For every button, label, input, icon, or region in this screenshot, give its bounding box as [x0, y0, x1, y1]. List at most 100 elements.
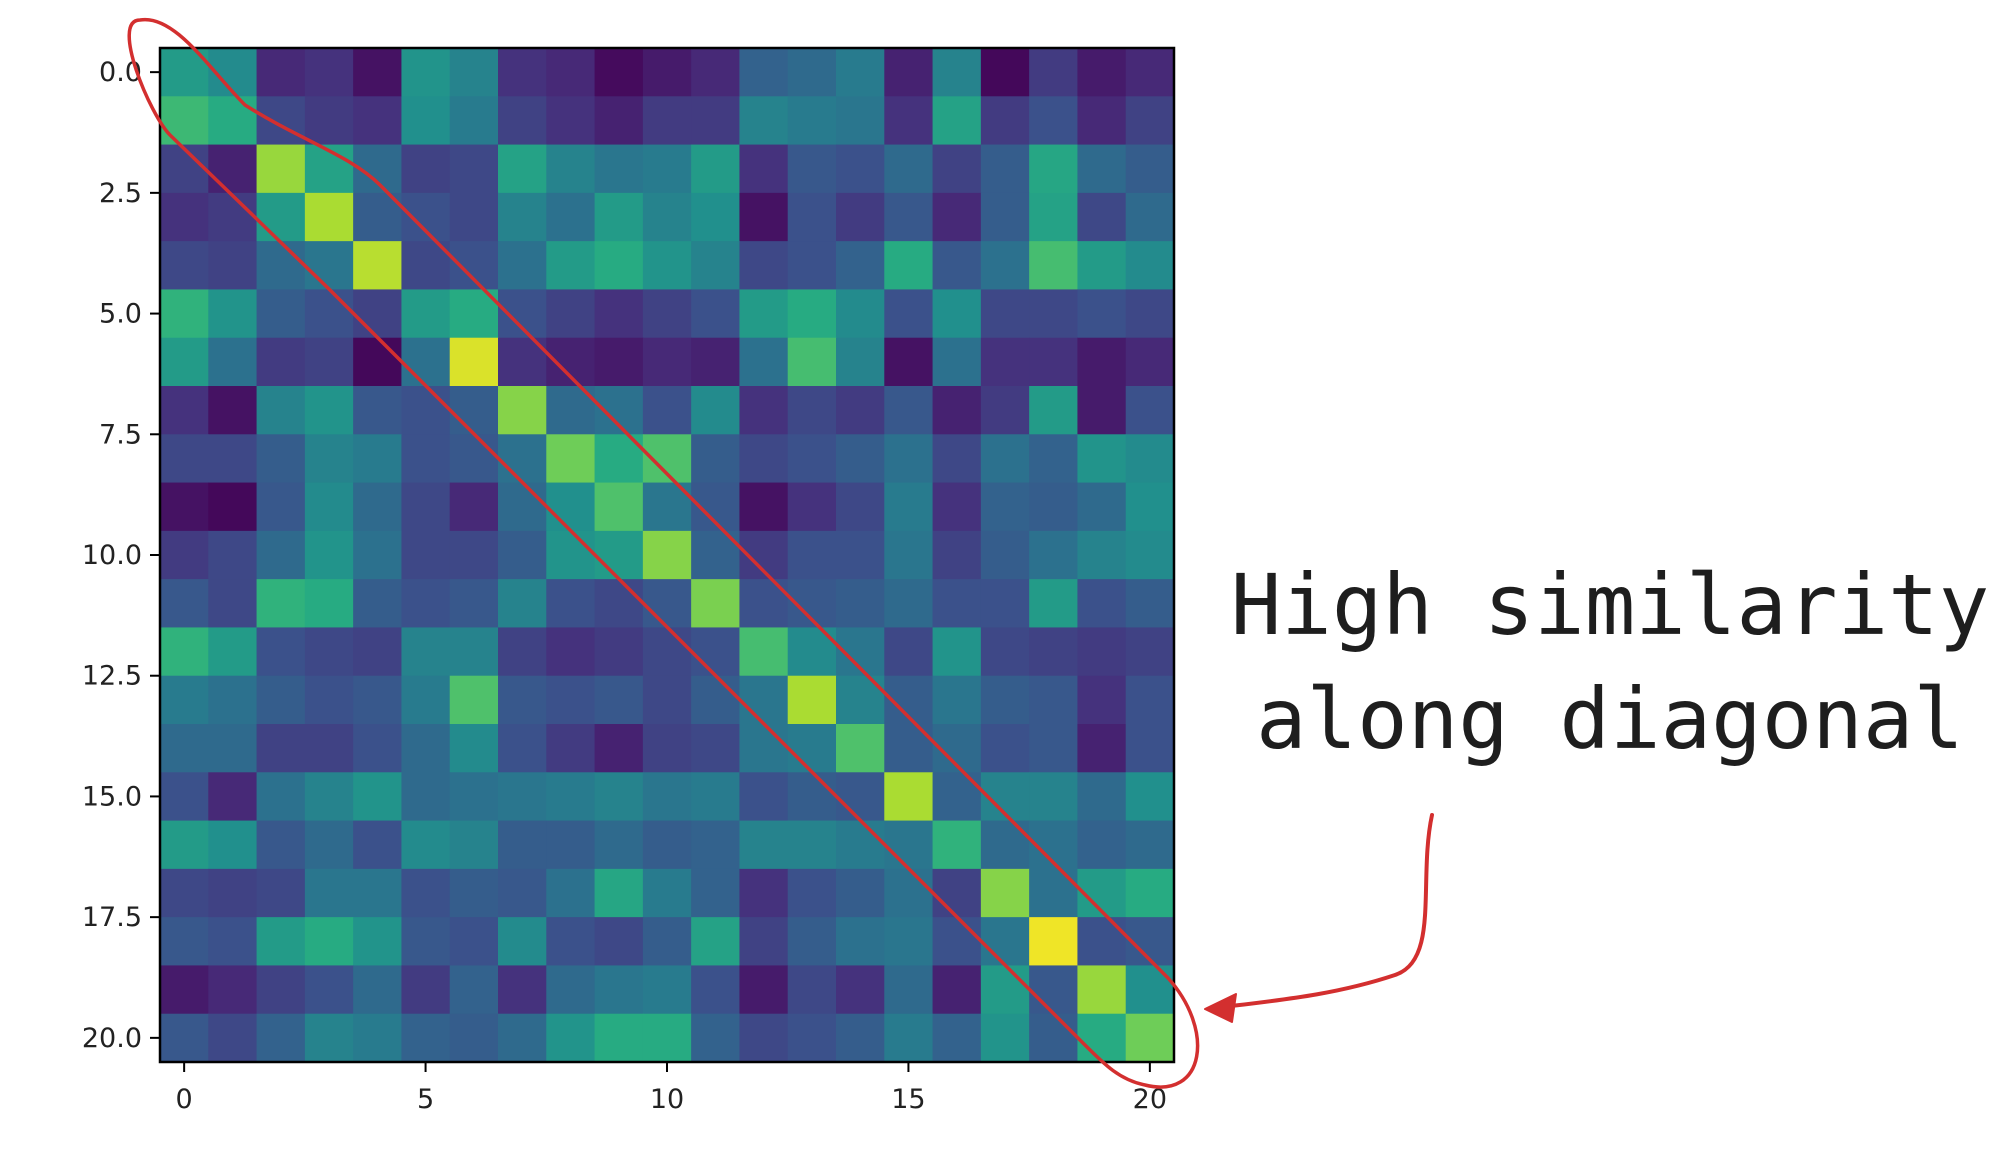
heatmap-cell	[208, 627, 258, 677]
heatmap-cell	[739, 289, 789, 339]
heatmap-cell	[1077, 144, 1127, 194]
y-tick-label: 7.5	[99, 419, 142, 450]
heatmap-cell	[256, 579, 306, 629]
heatmap-cell	[449, 144, 499, 194]
heatmap-cell	[1125, 337, 1175, 387]
heatmap-cell	[208, 917, 258, 967]
heatmap-cell	[1077, 627, 1127, 677]
heatmap-cell	[836, 868, 885, 918]
heatmap-cell	[401, 337, 451, 387]
heatmap-cell	[980, 192, 1030, 242]
heatmap-cell	[304, 965, 354, 1015]
heatmap-cell	[1125, 530, 1175, 580]
heatmap-cell	[884, 965, 934, 1015]
heatmap-cell	[884, 482, 934, 532]
heatmap-cell	[1125, 579, 1175, 629]
heatmap-cell	[642, 868, 692, 918]
heatmap-cell	[304, 675, 354, 725]
heatmap-cell	[498, 48, 547, 97]
heatmap-cell	[353, 868, 403, 918]
heatmap-cell	[449, 772, 499, 822]
heatmap-cell	[208, 337, 258, 387]
heatmap-cell	[498, 965, 547, 1015]
heatmap-cell	[884, 627, 934, 677]
heatmap-cell	[353, 241, 403, 291]
heatmap-cell	[691, 289, 741, 339]
heatmap-cell	[208, 530, 258, 580]
heatmap-cell	[304, 772, 354, 822]
heatmap-cell	[208, 241, 258, 291]
x-tick-label: 15	[891, 1084, 925, 1115]
heatmap-cell	[884, 772, 934, 822]
heatmap-cell	[594, 675, 644, 725]
heatmap-cell	[932, 530, 982, 580]
heatmap-cell	[642, 675, 692, 725]
heatmap-cell	[160, 772, 209, 822]
x-axis: 0 5 10 15 20	[176, 1062, 1167, 1115]
heatmap-cell	[1077, 772, 1127, 822]
heatmap-cell	[449, 482, 499, 532]
heatmap-cell	[642, 579, 692, 629]
heatmap-cell	[1029, 579, 1079, 629]
heatmap-cell	[498, 434, 547, 484]
heatmap-cell	[1029, 144, 1079, 194]
heatmap-cell	[546, 772, 596, 822]
heatmap-cell	[353, 482, 403, 532]
heatmap-cell	[884, 530, 934, 580]
heatmap-cell	[546, 868, 596, 918]
heatmap-cell	[498, 1013, 547, 1063]
heatmap-cell	[353, 434, 403, 484]
heatmap-cell	[546, 579, 596, 629]
heatmap-cell	[256, 965, 306, 1015]
heatmap-cell	[1029, 917, 1079, 967]
diagonal-highlight-loop	[127, 17, 1200, 1089]
heatmap-cell	[449, 434, 499, 484]
heatmap-cell	[980, 724, 1030, 773]
heatmap-cell	[739, 482, 789, 532]
heatmap-cell	[546, 96, 596, 146]
heatmap-cell	[932, 337, 982, 387]
heatmap-cell	[787, 530, 837, 580]
heatmap-cell	[642, 144, 692, 194]
heatmap-cell	[208, 192, 258, 242]
heatmap-cell	[691, 48, 741, 97]
heatmap-cell	[1029, 289, 1079, 339]
heatmap-cell	[1077, 96, 1127, 146]
heatmap-cell	[594, 48, 644, 97]
heatmap-cell	[691, 96, 741, 146]
heatmap-cell	[642, 965, 692, 1015]
heatmap-cell	[594, 482, 644, 532]
x-tick-label: 0	[176, 1084, 193, 1115]
heatmap-cell	[1125, 820, 1175, 870]
heatmap-cell	[208, 724, 258, 773]
heatmap-cell	[787, 868, 837, 918]
heatmap-cell	[980, 530, 1030, 580]
heatmap-cell	[1077, 192, 1127, 242]
heatmap-cell	[836, 482, 885, 532]
heatmap-cell	[1125, 772, 1175, 822]
heatmap-cell	[498, 289, 547, 339]
heatmap-cell	[1125, 675, 1175, 725]
y-tick-label: 12.5	[82, 661, 142, 692]
heatmap-cell	[304, 917, 354, 967]
heatmap-cell	[787, 1013, 837, 1063]
heatmap-cell	[160, 96, 209, 146]
heatmap-cell	[594, 965, 644, 1015]
heatmap-cell	[836, 96, 885, 146]
heatmap-cell	[739, 820, 789, 870]
heatmap-cell	[1029, 96, 1079, 146]
heatmap-cell	[1125, 48, 1175, 97]
heatmap-cell	[1125, 96, 1175, 146]
heatmap-cell	[256, 386, 306, 435]
heatmap-cell	[836, 1013, 885, 1063]
heatmap-cell	[739, 675, 789, 725]
heatmap-cell	[256, 48, 306, 97]
heatmap-cell	[1029, 530, 1079, 580]
heatmap-cell	[449, 192, 499, 242]
heatmap-cell	[449, 241, 499, 291]
heatmap-cell	[401, 965, 451, 1015]
heatmap-cell	[739, 627, 789, 677]
heatmap-cell	[546, 724, 596, 773]
annotation-line-1: High similarity	[1231, 556, 1990, 654]
heatmap-cell	[1125, 965, 1175, 1015]
